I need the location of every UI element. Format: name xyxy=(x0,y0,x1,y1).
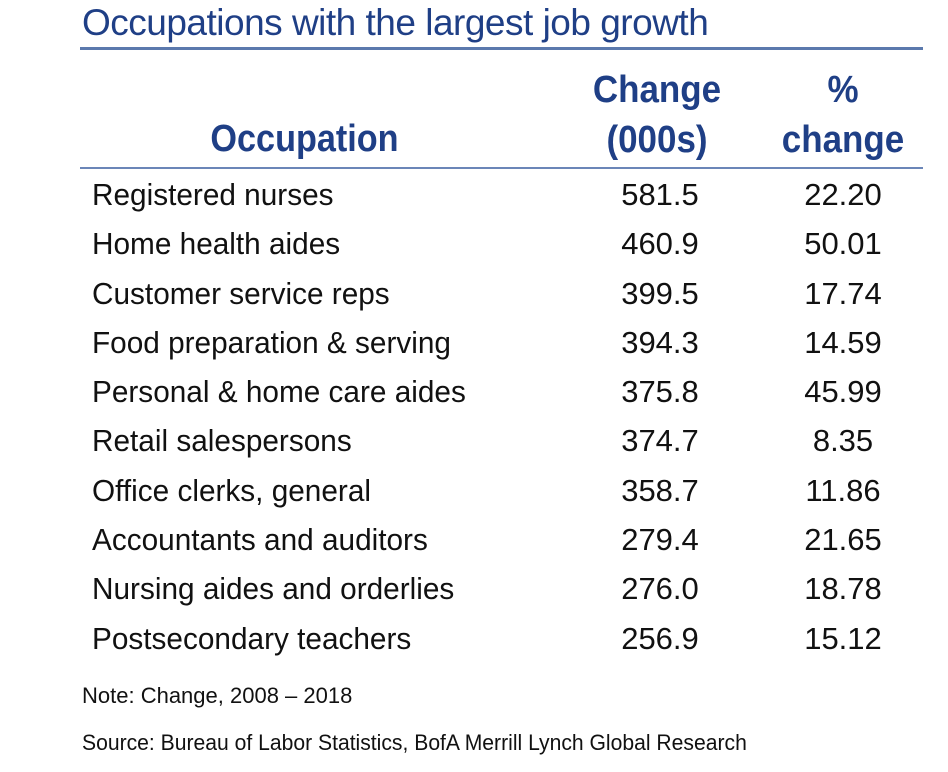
column-header-pct-line1: % xyxy=(827,69,859,111)
cell-change: 460.9 xyxy=(621,226,699,262)
cell-pct-change: 8.35 xyxy=(812,423,874,459)
cell-change: 375.8 xyxy=(621,374,699,410)
cell-occupation: Home health aides xyxy=(92,226,341,262)
cell-pct-change: 22.20 xyxy=(804,177,882,212)
column-header-occupation: Occupation xyxy=(210,118,399,160)
table-row: Postsecondary teachers 256.9 15.12 xyxy=(0,614,948,663)
cell-pct-change: 14.59 xyxy=(804,324,882,360)
table-row: Office clerks, general 358.7 11.86 xyxy=(0,466,948,515)
cell-change: 256.9 xyxy=(621,620,699,656)
cell-change: 581.5 xyxy=(621,177,699,212)
table-row: Home health aides 460.9 50.01 xyxy=(0,219,948,268)
cell-occupation: Retail salespersons xyxy=(92,423,352,459)
column-header-change-line1: Change xyxy=(592,69,722,111)
cell-occupation: Personal & home care aides xyxy=(92,374,466,410)
cell-change: 358.7 xyxy=(621,472,699,508)
title-divider xyxy=(80,47,923,50)
cell-pct-change: 17.74 xyxy=(804,275,882,311)
cell-occupation: Customer service reps xyxy=(92,275,390,311)
table-row: Accountants and auditors 279.4 21.65 xyxy=(0,515,948,564)
cell-occupation: Food preparation & serving xyxy=(92,324,451,360)
table-note: Note: Change, 2008 – 2018 xyxy=(82,683,353,708)
table-row: Personal & home care aides 375.8 45.99 xyxy=(0,367,948,416)
table-row: Retail salespersons 374.7 8.35 xyxy=(0,416,948,465)
cell-change: 399.5 xyxy=(621,275,699,311)
cell-pct-change: 18.78 xyxy=(804,571,882,607)
cell-pct-change: 50.01 xyxy=(804,226,882,262)
cell-change: 374.7 xyxy=(621,423,699,459)
cell-change: 279.4 xyxy=(621,522,699,558)
cell-pct-change: 11.86 xyxy=(805,472,881,508)
cell-occupation: Accountants and auditors xyxy=(92,522,428,558)
table-row: Nursing aides and orderlies 276.0 18.78 xyxy=(0,564,948,613)
column-header-pct-change: % change xyxy=(778,65,909,165)
chart-title: Occupations with the largest job growth xyxy=(82,2,709,43)
table-source: Source: Bureau of Labor Statistics, BofA… xyxy=(82,730,747,755)
cell-occupation: Postsecondary teachers xyxy=(92,620,412,656)
column-header-change-line2: (000s) xyxy=(606,119,708,161)
cell-change: 276.0 xyxy=(621,571,699,607)
table-row: Customer service reps 399.5 17.74 xyxy=(0,269,948,318)
column-header-pct-line2: change xyxy=(781,119,905,161)
table-body: Registered nurses 581.5 22.20 Home health a… xyxy=(0,170,948,663)
cell-pct-change: 21.65 xyxy=(804,522,882,558)
column-header-change: Change (000s) xyxy=(592,65,723,165)
cell-change: 394.3 xyxy=(621,324,699,360)
cell-occupation: Office clerks, general xyxy=(92,472,371,508)
cell-pct-change: 45.99 xyxy=(804,374,882,410)
table-row: Food preparation & serving 394.3 14.59 xyxy=(0,318,948,367)
header-divider xyxy=(80,167,923,169)
cell-pct-change: 15.12 xyxy=(804,620,882,656)
cell-occupation: Registered nurses xyxy=(92,177,334,212)
cell-occupation: Nursing aides and orderlies xyxy=(92,571,455,607)
table-row: Registered nurses 581.5 22.20 xyxy=(0,170,948,219)
